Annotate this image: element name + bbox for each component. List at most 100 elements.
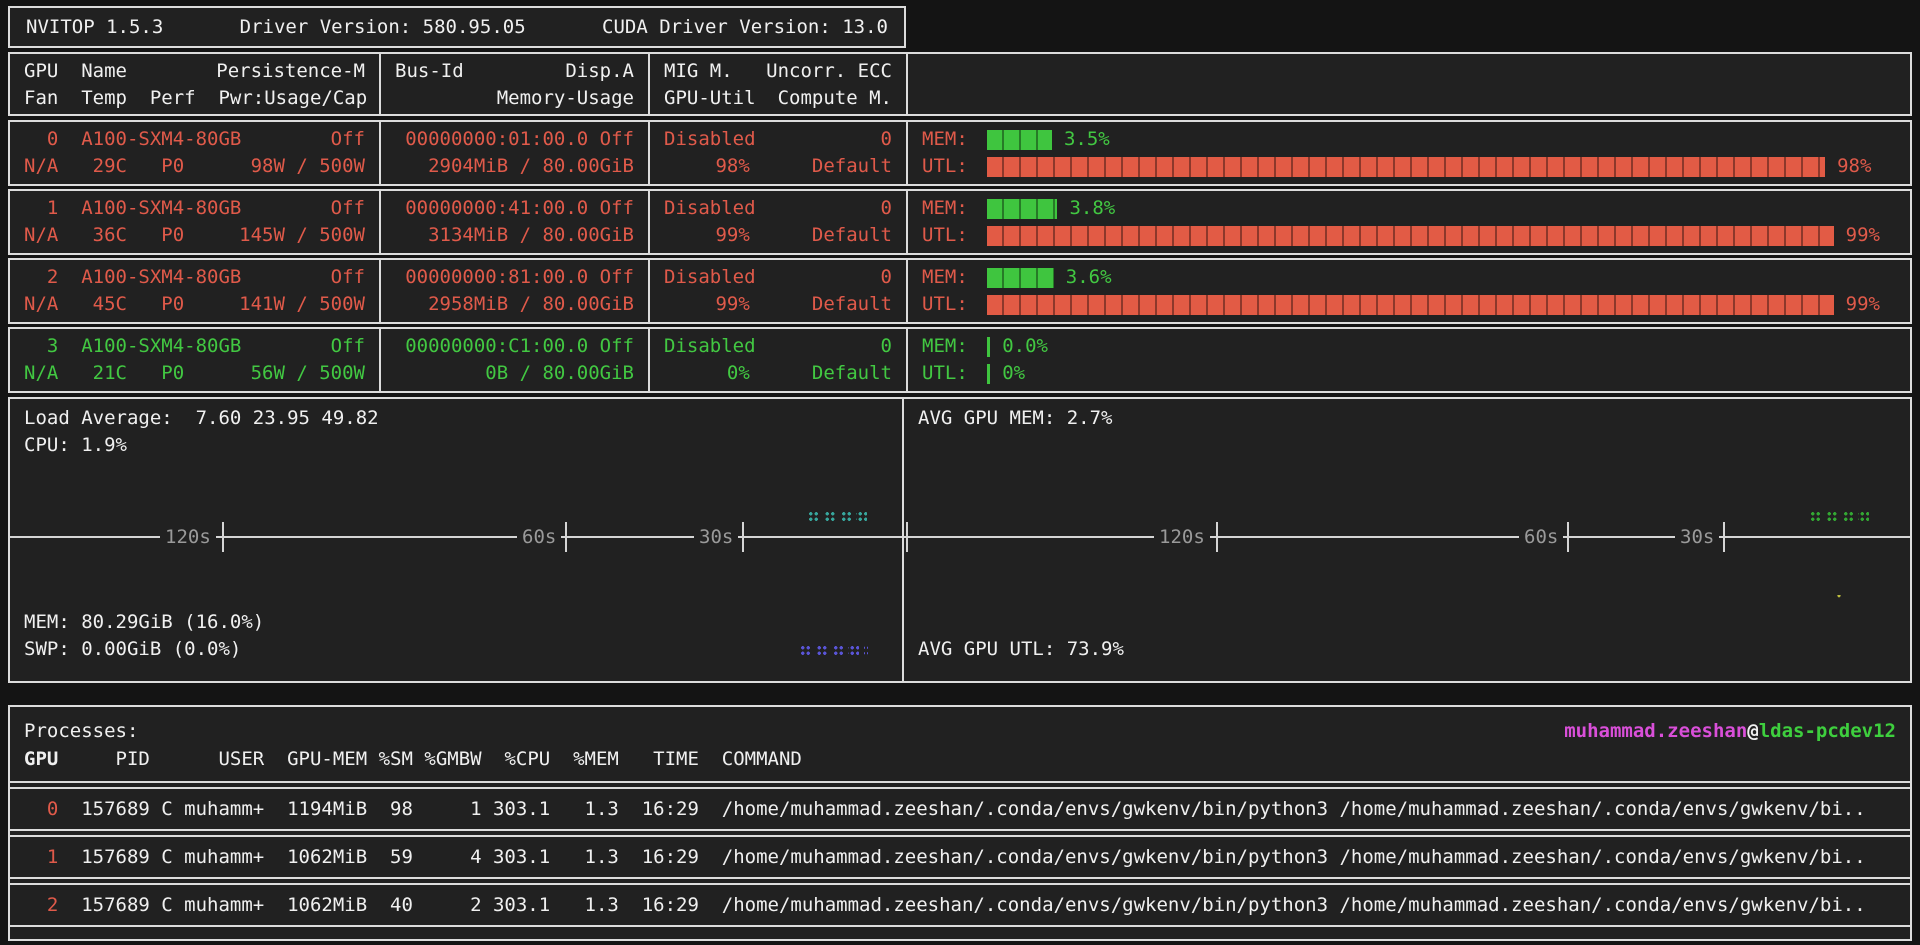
gpu-row-1: 1 A100-SXM4-80GB Off N/A 36C P0 145W / 500W 0… bbox=[8, 189, 1912, 255]
swp-history-dots bbox=[800, 645, 868, 657]
memory-usage: 2904MiB / 80.00GiB bbox=[428, 155, 634, 177]
persistence-mode: Off bbox=[330, 128, 365, 150]
gpu-util: 98% bbox=[715, 155, 750, 177]
header-disp-a: Disp.A bbox=[565, 60, 634, 82]
bus-id: 00000000:81:00.0 bbox=[405, 266, 589, 288]
process-row[interactable]: 2 157689 C muhamm+ 1062MiB 40 2 303.1 1.… bbox=[10, 883, 1910, 927]
perf-state: P0 bbox=[161, 155, 185, 177]
mem-bar bbox=[987, 267, 1054, 288]
mig-mode: Disabled bbox=[664, 128, 756, 150]
mem-percent: 3.8% bbox=[1069, 197, 1116, 219]
load-average: Load Average: 7.60 23.95 49.82 bbox=[24, 407, 379, 429]
gpu-utl-history-dots bbox=[1804, 547, 1874, 643]
gpu-index: 1 bbox=[46, 197, 59, 219]
compute-mode: Default bbox=[811, 224, 892, 246]
bus-id: 00000000:01:00.0 bbox=[405, 128, 589, 150]
cuda-driver-version: CUDA Driver Version: 13.0 bbox=[602, 16, 888, 38]
utl-bar-label: UTL: bbox=[922, 362, 968, 384]
header-bus-id: Bus-Id bbox=[395, 60, 464, 82]
header-col-bus: Bus-Id Disp.A Memory-Usage bbox=[381, 54, 650, 114]
tick-mark-120s bbox=[222, 522, 224, 552]
utl-percent: 99% bbox=[1845, 224, 1880, 246]
header-mig: MIG M. bbox=[664, 60, 733, 82]
utl-bar bbox=[987, 156, 1826, 177]
mem-bar bbox=[987, 336, 991, 357]
temperature: 45C bbox=[92, 293, 127, 315]
perf-state: P0 bbox=[161, 293, 185, 315]
host-mem: MEM: 80.29GiB (16.0%) bbox=[24, 611, 265, 633]
utl-percent: 98% bbox=[1837, 155, 1872, 177]
column-header-gpu: GPU bbox=[24, 748, 59, 770]
host-history-chart: Load Average: 7.60 23.95 49.82 CPU: 1.9%… bbox=[10, 399, 904, 681]
tick-label-30s: 30s bbox=[1675, 523, 1720, 551]
tick-mark-edge bbox=[906, 522, 908, 552]
mem-percent: 3.6% bbox=[1065, 266, 1112, 288]
process-details: 157689 C muhamm+ 1194MiB 98 1 303.1 1.3 … bbox=[58, 798, 1866, 820]
utl-bar-label: UTL: bbox=[922, 293, 968, 315]
header-uncorr-ecc: Uncorr. ECC bbox=[766, 60, 892, 82]
ecc-errors: 0 bbox=[880, 335, 892, 357]
process-gpu-index: 1 bbox=[46, 846, 59, 868]
tick-mark-60s bbox=[565, 522, 567, 552]
column-headers: PID USER GPU-MEM %SM %GMBW %CPU %MEM TIM… bbox=[58, 748, 802, 770]
mig-mode: Disabled bbox=[664, 335, 756, 357]
fan: N/A bbox=[24, 293, 59, 315]
gpu-name: A100-SXM4-80GB bbox=[81, 335, 242, 357]
mem-bar-label: MEM: bbox=[922, 197, 968, 219]
mem-percent: 0.0% bbox=[1002, 335, 1048, 357]
header-gpu-util: GPU-Util bbox=[664, 87, 756, 109]
processes-panel: Processes: muhammad.zeeshan@ldas-pcdev12… bbox=[8, 705, 1912, 941]
username: muhammad.zeeshan bbox=[1564, 720, 1748, 742]
mig-mode: Disabled bbox=[664, 197, 756, 219]
tick-label-30s: 30s bbox=[694, 523, 739, 551]
mem-bar-label: MEM: bbox=[922, 128, 968, 150]
gpu-util: 99% bbox=[715, 293, 750, 315]
header-bars-spacer bbox=[908, 54, 1910, 114]
mem-bar-label: MEM: bbox=[922, 266, 968, 288]
compute-mode: Default bbox=[811, 155, 892, 177]
mem-bar bbox=[987, 129, 1052, 150]
avg-gpu-utl: AVG GPU UTL: 73.9% bbox=[918, 638, 1124, 660]
tick-mark-120s bbox=[1216, 522, 1218, 552]
cpu-percent: CPU: 1.9% bbox=[24, 434, 127, 456]
gpu-index: 0 bbox=[46, 128, 59, 150]
gpu-index: 3 bbox=[46, 335, 59, 357]
header-compute-m: Compute M. bbox=[777, 87, 892, 109]
display-active: Off bbox=[599, 128, 634, 150]
avg-gpu-mem: AVG GPU MEM: 2.7% bbox=[918, 407, 1113, 429]
mem-history-dots bbox=[804, 547, 872, 573]
gpu-name: A100-SXM4-80GB bbox=[81, 128, 242, 150]
display-active: Off bbox=[599, 335, 634, 357]
memory-usage: 2958MiB / 80.00GiB bbox=[428, 293, 634, 315]
tick-label-120s: 120s bbox=[1154, 523, 1210, 551]
header-memory-usage: Memory-Usage bbox=[496, 87, 634, 109]
temperature: 29C bbox=[92, 155, 127, 177]
mem-bar-label: MEM: bbox=[922, 335, 968, 357]
gpu-util: 0% bbox=[726, 362, 750, 384]
header-persistence: Persistence-M bbox=[216, 60, 365, 82]
tick-mark-60s bbox=[1567, 522, 1569, 552]
process-row[interactable]: 1 157689 C muhamm+ 1062MiB 59 4 303.1 1.… bbox=[10, 835, 1910, 879]
power-usage: 98W / 500W bbox=[250, 155, 365, 177]
tick-label-60s: 60s bbox=[517, 523, 562, 551]
at-sign: @ bbox=[1747, 720, 1759, 742]
mem-bar bbox=[987, 198, 1058, 219]
process-gpu-index: 2 bbox=[46, 894, 59, 916]
gpu-row-2: 2 A100-SXM4-80GB Off N/A 45C P0 141W / 500W 0… bbox=[8, 258, 1912, 324]
host-swp: SWP: 0.00GiB (0.0%) bbox=[24, 638, 242, 660]
time-axis bbox=[10, 536, 902, 538]
temperature: 36C bbox=[92, 224, 127, 246]
header-fan-temp-perf-pwr: Fan Temp Perf Pwr:Usage/Cap bbox=[24, 87, 368, 109]
gpu-name: A100-SXM4-80GB bbox=[81, 197, 242, 219]
gpu-row-0: 0 A100-SXM4-80GB Off N/A 29C P0 98W / 500W 00… bbox=[8, 120, 1912, 186]
compute-mode: Default bbox=[811, 293, 892, 315]
temperature: 21C bbox=[92, 362, 127, 384]
time-axis bbox=[904, 536, 1910, 538]
power-usage: 145W / 500W bbox=[239, 224, 365, 246]
bus-id: 00000000:41:00.0 bbox=[405, 197, 589, 219]
process-row[interactable]: 0 157689 C muhamm+ 1194MiB 98 1 303.1 1.… bbox=[10, 787, 1910, 831]
bus-id: 00000000:C1:00.0 bbox=[405, 335, 589, 357]
gpu-util: 99% bbox=[715, 224, 750, 246]
perf-state: P0 bbox=[161, 362, 185, 384]
